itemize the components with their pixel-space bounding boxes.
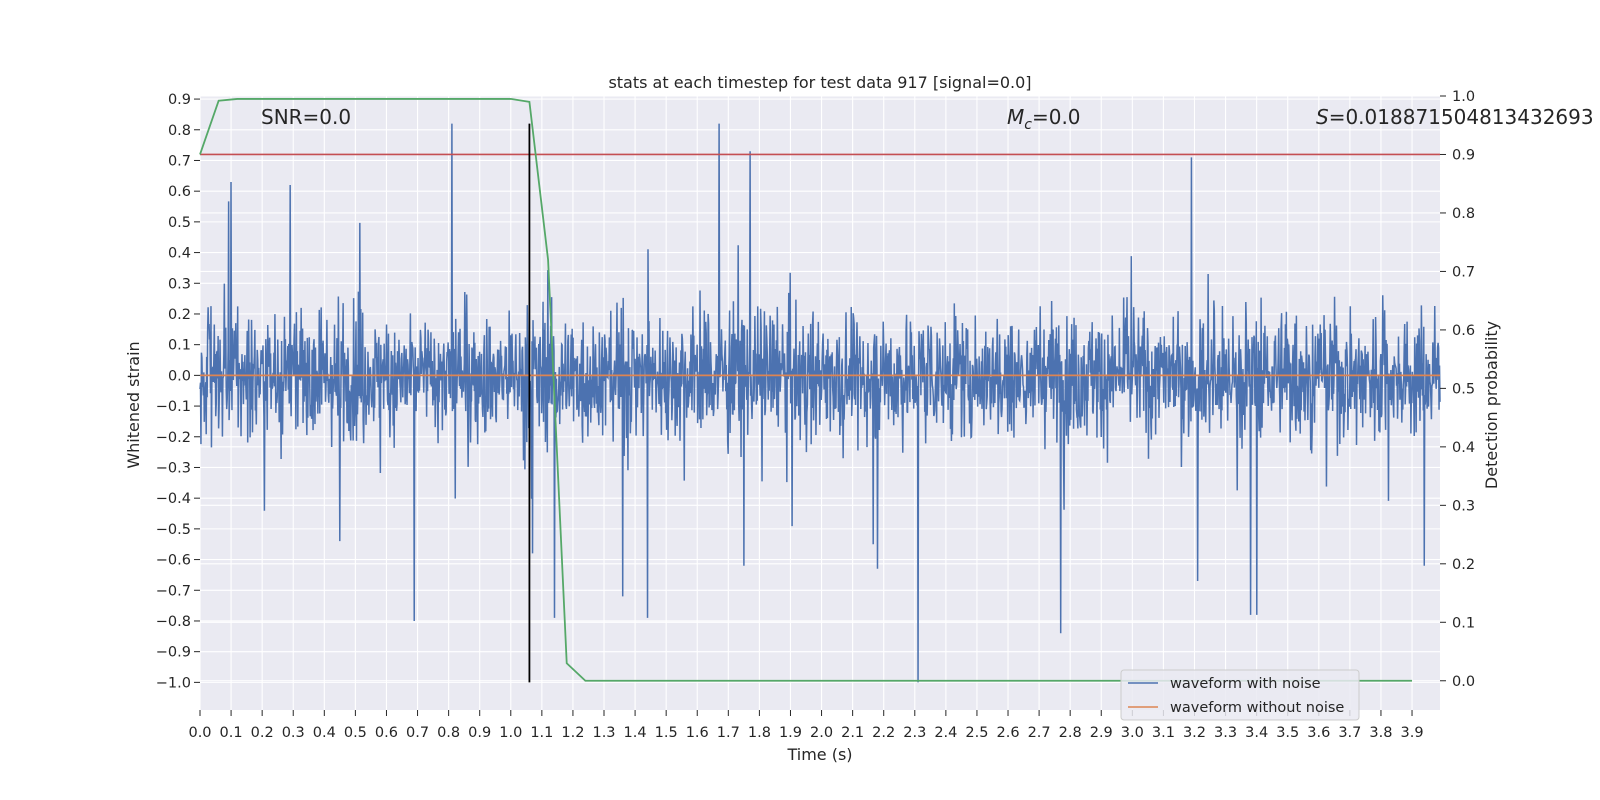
y2-tick-label: 0.9 xyxy=(1452,147,1475,163)
y2-tick-label: 0.4 xyxy=(1452,440,1475,456)
y-tick-label: 0.3 xyxy=(168,276,191,292)
x-tick-label: 0.3 xyxy=(282,725,305,741)
y2-tick-label: 0.3 xyxy=(1452,498,1475,514)
x-tick-label: 3.5 xyxy=(1276,725,1299,741)
snr-annotation: SNR=0.0 xyxy=(261,105,351,129)
y2-axis-label: Detection probability xyxy=(1482,321,1501,489)
x-tick-label: 3.1 xyxy=(1152,725,1175,741)
y2-tick-label: 0.5 xyxy=(1452,381,1475,397)
series-waveform-with-noise xyxy=(199,123,1441,683)
mc-annotation: Mc=0.0 xyxy=(1007,105,1081,133)
y2-tick-label: 0.1 xyxy=(1452,615,1475,631)
x-tick-label: 1.9 xyxy=(779,725,802,741)
y-tick-label: 0.2 xyxy=(168,307,191,323)
y-tick-label: 0.6 xyxy=(168,184,191,200)
y-tick-label: 0.8 xyxy=(168,123,191,139)
x-tick-label: 2.0 xyxy=(810,725,833,741)
x-tick-label: 0.4 xyxy=(313,725,336,741)
y-tick-label: −0.1 xyxy=(156,399,191,415)
y-tick-label: 0.4 xyxy=(168,246,191,262)
x-tick-label: 2.3 xyxy=(903,725,926,741)
x-tick-label: 3.4 xyxy=(1245,725,1268,741)
y2-tick-label: 1.0 xyxy=(1452,89,1475,105)
mc-value: =0.0 xyxy=(1032,105,1081,129)
x-tick-label: 1.7 xyxy=(717,725,740,741)
x-tick-label: 3.7 xyxy=(1338,725,1361,741)
x-tick-label: 0.7 xyxy=(406,725,429,741)
x-tick-label: 1.5 xyxy=(655,725,678,741)
x-tick-label: 0.6 xyxy=(375,725,398,741)
x-tick-label: 2.7 xyxy=(1028,725,1051,741)
s-symbol: S xyxy=(1316,105,1329,129)
x-tick-label: 1.8 xyxy=(748,725,771,741)
x-tick-label: 3.8 xyxy=(1369,725,1392,741)
legend: waveform with noise waveform without noi… xyxy=(1120,669,1360,721)
x-tick-label: 1.4 xyxy=(624,725,647,741)
y-tick-label: 0.9 xyxy=(168,92,191,108)
y-tick-label: −0.3 xyxy=(156,460,191,476)
y-tick-label: −0.2 xyxy=(156,430,191,446)
y-tick-label: −0.9 xyxy=(156,645,191,661)
y2-tick-label: 0.8 xyxy=(1452,206,1475,222)
chart-title: stats at each timestep for test data 917… xyxy=(608,73,1031,92)
x-tick-label: 1.0 xyxy=(499,725,522,741)
x-tick-label: 0.0 xyxy=(188,725,211,741)
x-tick-label: 0.2 xyxy=(251,725,274,741)
y2-tick-label: 0.0 xyxy=(1452,674,1475,690)
x-tick-label: 1.3 xyxy=(592,725,615,741)
y-tick-label: 0.5 xyxy=(168,215,191,231)
x-tick-label: 3.0 xyxy=(1121,725,1144,741)
y2-tick-label: 0.7 xyxy=(1452,264,1475,280)
x-tick-label: 3.9 xyxy=(1400,725,1423,741)
x-tick-label: 2.6 xyxy=(996,725,1019,741)
x-axis-label: Time (s) xyxy=(786,745,852,764)
s-annotation: S=0.018871504813432693 xyxy=(1316,105,1594,129)
x-tick-label: 2.1 xyxy=(841,725,864,741)
x-tick-label: 1.2 xyxy=(561,725,584,741)
y2-tick-label: 0.2 xyxy=(1452,557,1475,573)
y-tick-label: 0.7 xyxy=(168,153,191,169)
y-tick-label: 0.1 xyxy=(168,338,191,354)
s-value: =0.018871504813432693 xyxy=(1329,105,1594,129)
x-tick-label: 3.3 xyxy=(1214,725,1237,741)
legend-label-clean: waveform without noise xyxy=(1170,700,1344,716)
y-tick-label: −0.7 xyxy=(156,583,191,599)
x-tick-label: 2.8 xyxy=(1059,725,1082,741)
legend-label-noise: waveform with noise xyxy=(1170,676,1321,692)
x-tick-label: 2.5 xyxy=(965,725,988,741)
x-tick-label: 0.8 xyxy=(437,725,460,741)
x-tick-label: 0.5 xyxy=(344,725,367,741)
x-tick-label: 3.2 xyxy=(1183,725,1206,741)
x-tick-label: 1.6 xyxy=(686,725,709,741)
y-axis-label: Whitened strain xyxy=(124,341,143,468)
ticks: 0.0 0.1 0.2 0.3 0.4 0.5 0.6 0.7 0.8 0.9 1.0 1.1 1.2 1… xyxy=(156,89,1475,741)
y-tick-label: 0.0 xyxy=(168,368,191,384)
y-tick-label: −0.4 xyxy=(156,491,191,507)
mc-subscript: c xyxy=(1024,117,1032,133)
y-tick-label: −0.5 xyxy=(156,522,191,538)
x-tick-label: 2.4 xyxy=(934,725,957,741)
x-tick-label: 2.9 xyxy=(1090,725,1113,741)
x-tick-label: 3.6 xyxy=(1307,725,1330,741)
y-tick-label: −0.6 xyxy=(156,553,191,569)
x-tick-label: 1.1 xyxy=(530,725,553,741)
x-tick-label: 0.9 xyxy=(468,725,491,741)
mc-symbol: M xyxy=(1007,105,1024,129)
legend-box xyxy=(1120,669,1360,721)
y-tick-label: −1.0 xyxy=(156,675,191,691)
y2-tick-label: 0.6 xyxy=(1452,323,1475,339)
x-tick-label: 0.1 xyxy=(220,725,243,741)
y-tick-label: −0.8 xyxy=(156,614,191,630)
x-tick-label: 2.2 xyxy=(872,725,895,741)
